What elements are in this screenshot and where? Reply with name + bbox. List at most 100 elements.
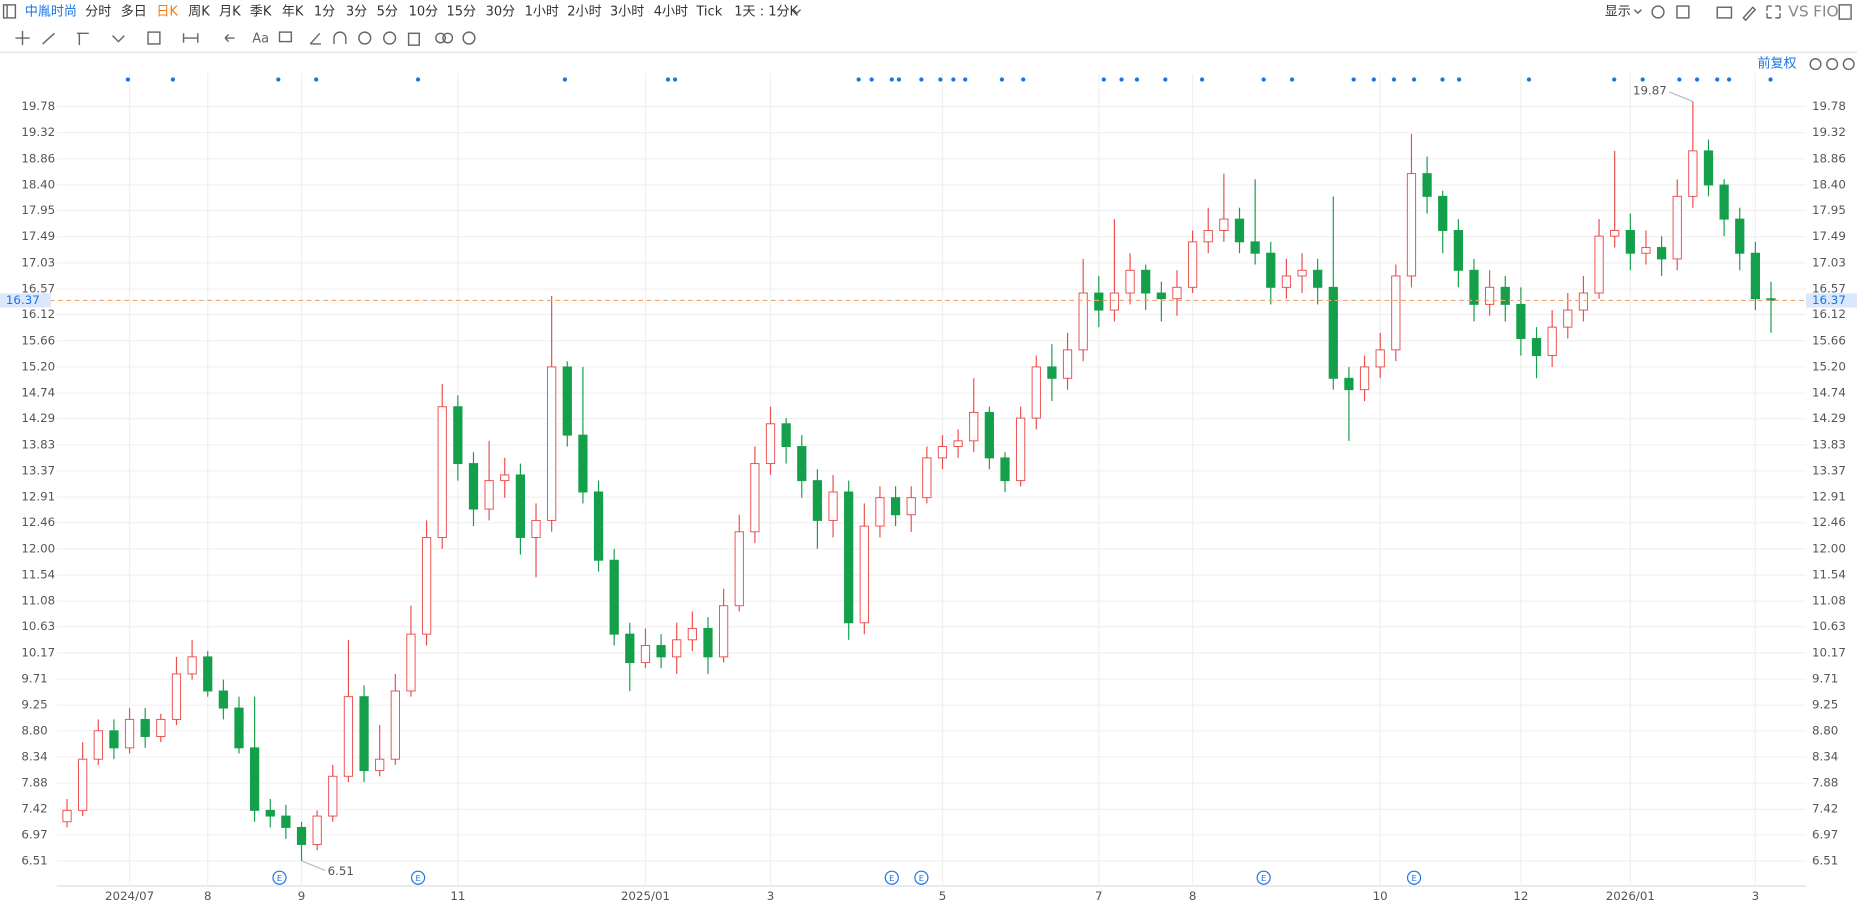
sidebar-toggle[interactable] (2, 4, 17, 19)
compare-button[interactable]: VS (1788, 2, 1808, 20)
period-button[interactable]: 3小时 (610, 4, 644, 19)
note-tool[interactable] (278, 31, 293, 43)
event-dot[interactable] (856, 77, 861, 82)
event-dot[interactable] (1411, 77, 1417, 82)
period-button[interactable]: 15分 (446, 4, 476, 19)
event-dot[interactable] (1101, 77, 1106, 82)
pen-icon[interactable] (1742, 6, 1757, 22)
period-button[interactable]: Tick (695, 4, 722, 19)
event-dot[interactable] (665, 77, 671, 82)
event-dot[interactable] (1612, 77, 1617, 82)
layout-icon[interactable] (1676, 5, 1690, 19)
tool-settings[interactable] (462, 31, 476, 45)
event-dot[interactable] (999, 77, 1005, 82)
period-button[interactable]: 多日 (121, 3, 147, 19)
eye-tool[interactable] (358, 31, 372, 45)
event-dot[interactable] (1119, 77, 1124, 82)
delete-tool[interactable] (407, 32, 420, 46)
period-button[interactable]: 5分 (377, 4, 398, 19)
period-button[interactable]: 10分 (409, 4, 439, 19)
event-dot[interactable] (1677, 77, 1682, 82)
event-dot[interactable] (672, 77, 678, 82)
period-button[interactable]: 季K (250, 4, 272, 19)
period-button[interactable]: 年K (282, 4, 304, 19)
event-dot[interactable] (951, 77, 956, 82)
y-tick-label-right: 17.03 (1812, 255, 1846, 269)
fullscreen-icon[interactable] (1766, 5, 1781, 19)
event-dot[interactable] (1289, 77, 1295, 82)
zoom-in-icon[interactable] (1842, 58, 1855, 71)
event-dot[interactable] (314, 77, 319, 82)
event-dot[interactable] (1163, 77, 1168, 82)
period-button[interactable]: 周K (188, 4, 210, 19)
camera-icon[interactable] (1716, 6, 1733, 19)
event-dot[interactable] (1199, 77, 1205, 82)
event-badge[interactable] (884, 870, 899, 885)
settings-icon[interactable] (1651, 5, 1665, 19)
adjust-mode[interactable]: 前复权 (1758, 56, 1797, 72)
period-button[interactable]: 4小时 (654, 4, 688, 19)
period-button[interactable]: 3分 (346, 4, 367, 19)
event-dot[interactable] (1526, 77, 1532, 82)
candle-body (1062, 349, 1073, 379)
event-badge[interactable] (1256, 870, 1271, 885)
symbol-name[interactable]: 中胤时尚 (25, 3, 77, 19)
period-button[interactable]: 1分 (314, 4, 335, 19)
event-dot[interactable] (1391, 77, 1397, 82)
event-dot[interactable] (562, 77, 568, 82)
event-dot[interactable] (896, 77, 902, 82)
angle-tool[interactable] (309, 32, 321, 45)
candle-body (500, 474, 510, 482)
period-button[interactable]: 1天 : 1分K (734, 4, 798, 19)
lock-tool[interactable] (383, 31, 397, 45)
event-dot[interactable] (1768, 77, 1773, 82)
event-badge[interactable] (272, 870, 287, 885)
period-button[interactable]: 30分 (486, 4, 516, 19)
magnet-tool[interactable] (333, 31, 347, 44)
period-button[interactable]: 日K (156, 4, 178, 19)
event-dot[interactable] (1351, 77, 1356, 82)
x-tick-label: 5 (939, 889, 947, 903)
panel-icon[interactable] (1838, 4, 1852, 20)
polyline-tool[interactable] (112, 35, 125, 43)
period-button[interactable]: 分时 (85, 4, 111, 19)
zoom-out-icon[interactable] (1826, 58, 1839, 71)
range-tool[interactable] (182, 33, 199, 43)
period-button[interactable]: 1小时 (525, 4, 559, 19)
event-dot[interactable] (1456, 77, 1462, 82)
reset-icon[interactable] (1809, 58, 1822, 71)
event-dot[interactable] (1261, 77, 1266, 82)
arrow-tool[interactable] (224, 33, 235, 43)
event-badge[interactable] (914, 870, 929, 885)
event-badge[interactable] (410, 870, 426, 885)
event-dot[interactable] (1440, 77, 1445, 82)
event-dot[interactable] (889, 77, 894, 82)
event-badge[interactable] (1406, 870, 1422, 885)
event-dot[interactable] (415, 77, 421, 82)
period-button[interactable]: 月K (219, 4, 241, 19)
period-button[interactable]: 2小时 (567, 4, 601, 19)
event-dot[interactable] (1694, 77, 1700, 82)
ray-tool[interactable] (76, 32, 89, 46)
event-dot[interactable] (919, 77, 924, 82)
event-dot[interactable] (276, 77, 281, 82)
event-dot[interactable] (170, 77, 176, 82)
event-dot[interactable] (938, 77, 943, 82)
measure-tool[interactable] (147, 31, 161, 45)
event-dot[interactable] (1726, 77, 1732, 82)
event-dot[interactable] (1371, 77, 1376, 82)
event-dot[interactable] (1021, 77, 1026, 82)
event-dot[interactable] (963, 77, 968, 82)
event-dot[interactable] (1715, 77, 1720, 82)
event-dot[interactable] (1640, 77, 1645, 82)
line-tool[interactable] (42, 32, 55, 45)
display-menu[interactable]: 显示 (1605, 4, 1631, 19)
event-dot[interactable] (1134, 77, 1140, 82)
candle-body (1625, 230, 1635, 254)
move-tool[interactable] (15, 30, 30, 46)
link-tool[interactable] (435, 32, 447, 44)
text-tool[interactable]: Aa (252, 32, 269, 47)
fio-button[interactable]: FIO (1813, 2, 1838, 20)
event-dot[interactable] (125, 77, 131, 82)
event-dot[interactable] (869, 77, 874, 82)
